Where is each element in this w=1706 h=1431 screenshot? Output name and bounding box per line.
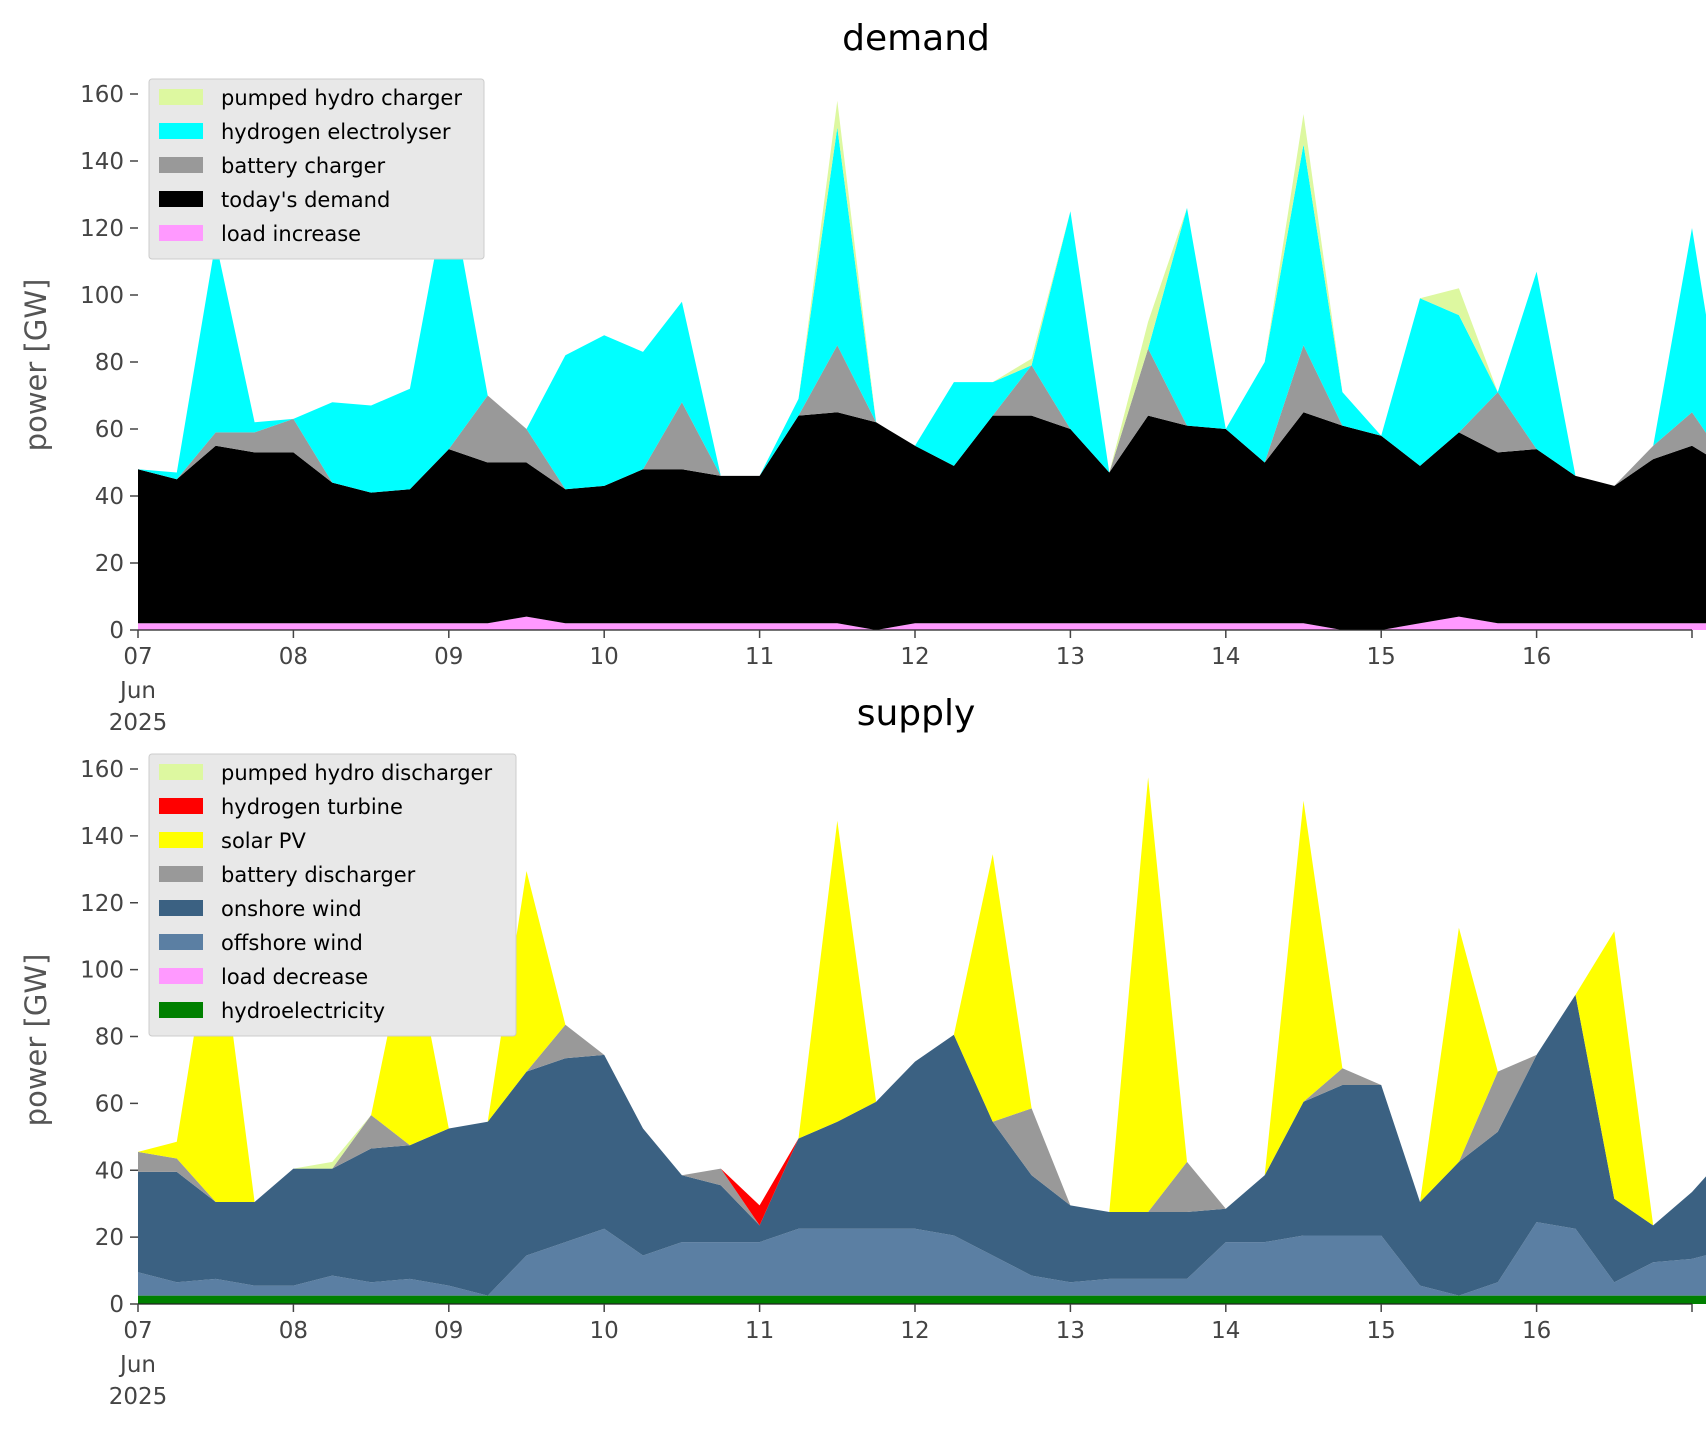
x-tick-label: 10 bbox=[590, 1318, 619, 1344]
supply-axes: 0 20 40 60 80 100 120 140 160 07 08 09 10 11 12 13 14 15 1… bbox=[80, 757, 1693, 1410]
supply-areas bbox=[138, 777, 1706, 1304]
legend-label-pumped-hydro-discharger: pumped hydro discharger bbox=[221, 761, 492, 785]
legend-label-pumped-hydro-charger: pumped hydro charger bbox=[221, 86, 462, 110]
demand-legend: pumped hydro charger hydrogen electrolyse… bbox=[148, 78, 485, 260]
area-hydroelectricity bbox=[138, 1295, 1706, 1304]
y-tick-label: 160 bbox=[80, 82, 124, 108]
x-tick-label: 08 bbox=[279, 1318, 308, 1344]
area-onshore-wind bbox=[138, 994, 1706, 1296]
demand-axes: 0 20 40 60 80 100 120 140 160 07 08 09 10 11 12 13 14 15 1… bbox=[80, 82, 1693, 736]
supply-ylabel: power [GW] bbox=[19, 954, 53, 1127]
x-tick-sublabel: Jun bbox=[118, 1352, 156, 1378]
legend-swatch-onshore-wind bbox=[159, 900, 203, 916]
demand-panel: demand power [GW] 0204060801001201401600… bbox=[19, 18, 1706, 736]
legend-label-battery-discharger: battery discharger bbox=[221, 863, 416, 887]
x-tick-label: 11 bbox=[745, 1318, 774, 1344]
x-tick-label: 07 bbox=[123, 644, 152, 670]
area-pumped-hydro-charger bbox=[138, 100, 1706, 486]
legend-label-solar-pv: solar PV bbox=[221, 829, 306, 853]
legend-swatch-solar-pv bbox=[159, 832, 203, 848]
legend-label-load-decrease: load decrease bbox=[221, 965, 368, 989]
x-tick-label: 14 bbox=[1211, 1318, 1240, 1344]
y-tick-label: 140 bbox=[80, 824, 124, 850]
legend-swatch-load-decrease bbox=[159, 968, 203, 984]
y-tick-label: 140 bbox=[80, 149, 124, 175]
y-tick-label: 80 bbox=[95, 350, 124, 376]
x-tick-label: 15 bbox=[1367, 644, 1396, 670]
y-tick-label: 120 bbox=[80, 891, 124, 917]
x-tick-label: 11 bbox=[745, 644, 774, 670]
legend-box bbox=[148, 753, 517, 1037]
x-tick-label: 09 bbox=[434, 1318, 463, 1344]
legend-swatch-pumped-hydro-discharger bbox=[159, 764, 203, 780]
legend-swatch-pumped-hydro-charger bbox=[159, 89, 203, 105]
legend-label-onshore-wind: onshore wind bbox=[221, 897, 362, 921]
y-tick-label: 120 bbox=[80, 216, 124, 242]
y-tick-label: 160 bbox=[80, 757, 124, 783]
legend-label-today-s-demand: today's demand bbox=[221, 188, 390, 212]
area-solar-pv bbox=[138, 777, 1706, 1226]
area-hydrogen-electrolyser bbox=[138, 127, 1706, 493]
y-tick-label: 40 bbox=[95, 484, 124, 510]
x-tick-sublabel: 2025 bbox=[109, 1384, 168, 1410]
demand-title: demand bbox=[842, 18, 990, 59]
demand-areas bbox=[138, 100, 1706, 630]
area-battery-charger bbox=[138, 345, 1706, 493]
y-tick-label: 80 bbox=[95, 1025, 124, 1051]
legend-swatch-hydroelectricity bbox=[159, 1002, 203, 1018]
y-tick-label: 60 bbox=[95, 1091, 124, 1117]
y-tick-label: 0 bbox=[109, 1292, 124, 1318]
legend-swatch-offshore-wind bbox=[159, 934, 203, 950]
x-tick-label: 13 bbox=[1056, 644, 1085, 670]
legend-label-hydrogen-turbine: hydrogen turbine bbox=[221, 795, 403, 819]
x-tick-label: 07 bbox=[123, 1318, 152, 1344]
x-tick-sublabel: 2025 bbox=[109, 710, 168, 736]
demand-ylabel: power [GW] bbox=[19, 279, 53, 452]
legend-label-hydroelectricity: hydroelectricity bbox=[221, 999, 385, 1023]
area-today-s-demand bbox=[138, 412, 1706, 630]
x-tick-label: 15 bbox=[1367, 1318, 1396, 1344]
x-tick-sublabel: Jun bbox=[118, 678, 156, 704]
y-tick-label: 60 bbox=[95, 417, 124, 443]
legend-box bbox=[148, 78, 485, 260]
legend-label-battery-charger: battery charger bbox=[221, 154, 386, 178]
supply-legend: pumped hydro discharger hydrogen turbine s… bbox=[148, 753, 517, 1037]
legend-swatch-battery-charger bbox=[159, 157, 203, 173]
legend-label-load-increase: load increase bbox=[221, 222, 361, 246]
y-tick-label: 20 bbox=[95, 551, 124, 577]
supply-title: supply bbox=[857, 693, 976, 734]
legend-swatch-hydrogen-electrolyser bbox=[159, 123, 203, 139]
legend-swatch-today-s-demand bbox=[159, 191, 203, 207]
x-tick-label: 14 bbox=[1211, 644, 1240, 670]
x-tick-label: 16 bbox=[1522, 644, 1551, 670]
x-tick-label: 09 bbox=[434, 644, 463, 670]
x-tick-label: 13 bbox=[1056, 1318, 1085, 1344]
legend-label-offshore-wind: offshore wind bbox=[221, 931, 363, 955]
legend-swatch-battery-discharger bbox=[159, 866, 203, 882]
x-tick-label: 12 bbox=[900, 1318, 929, 1344]
legend-swatch-hydrogen-turbine bbox=[159, 798, 203, 814]
y-tick-label: 100 bbox=[80, 958, 124, 984]
x-tick-label: 16 bbox=[1522, 1318, 1551, 1344]
x-tick-label: 12 bbox=[900, 644, 929, 670]
x-tick-label: 08 bbox=[279, 644, 308, 670]
y-tick-label: 20 bbox=[95, 1225, 124, 1251]
legend-label-hydrogen-electrolyser: hydrogen electrolyser bbox=[221, 120, 451, 144]
area-offshore-wind bbox=[138, 1222, 1706, 1296]
y-tick-label: 100 bbox=[80, 283, 124, 309]
supply-panel: supply power [GW] 0204060801001201401600… bbox=[19, 693, 1706, 1410]
y-tick-label: 0 bbox=[109, 618, 124, 644]
y-tick-label: 40 bbox=[95, 1158, 124, 1184]
legend-swatch-load-increase bbox=[159, 225, 203, 241]
x-tick-label: 10 bbox=[590, 644, 619, 670]
